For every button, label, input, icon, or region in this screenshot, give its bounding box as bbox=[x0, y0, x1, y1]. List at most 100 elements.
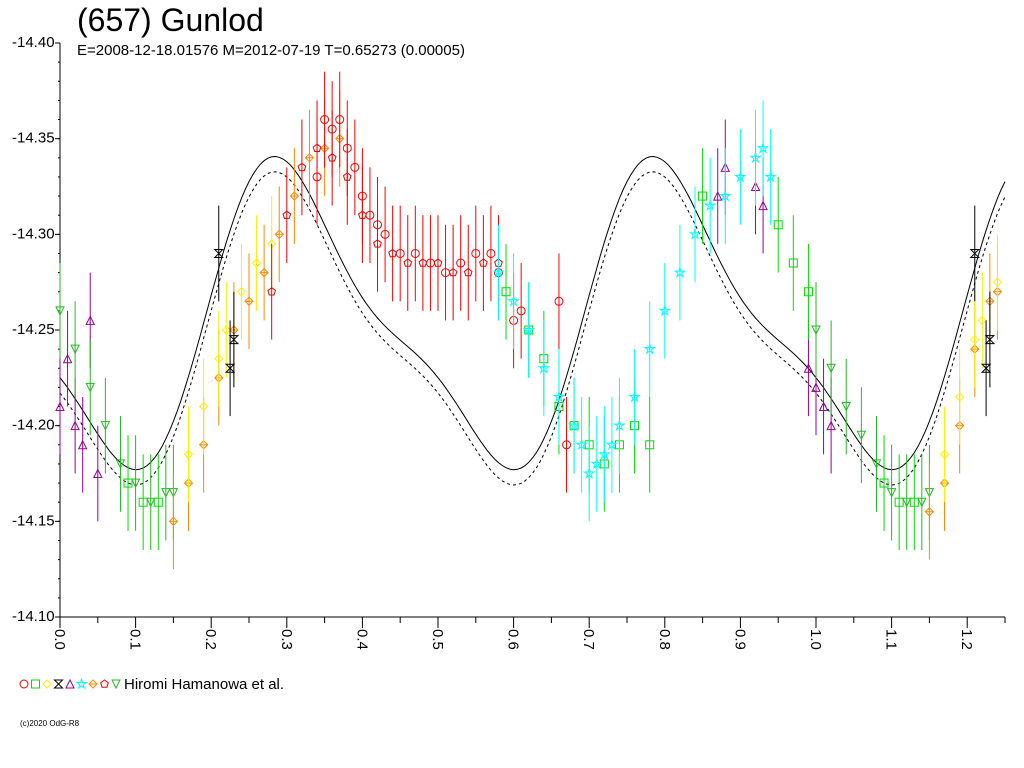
data-point bbox=[213, 248, 224, 258]
data-point bbox=[304, 153, 315, 163]
data-point bbox=[433, 258, 443, 267]
data-point bbox=[567, 418, 581, 432]
data-point bbox=[871, 459, 882, 470]
data-point bbox=[221, 325, 232, 335]
data-point bbox=[501, 287, 511, 297]
data-point bbox=[410, 248, 420, 258]
legend-marker bbox=[75, 677, 88, 690]
data-point bbox=[85, 315, 96, 325]
x-tick-label: 0.0 bbox=[51, 629, 68, 650]
data-point bbox=[575, 438, 588, 451]
data-point bbox=[70, 420, 80, 431]
data-point bbox=[471, 248, 481, 258]
data-point bbox=[274, 229, 284, 240]
x-tick-label: 1.0 bbox=[807, 629, 824, 650]
chart-title: (657) Gunlod bbox=[77, 2, 264, 38]
data-point bbox=[582, 466, 596, 479]
x-tick-label: 0.5 bbox=[429, 629, 446, 650]
data-point bbox=[100, 421, 111, 431]
x-tick-label: 1.1 bbox=[883, 629, 900, 650]
data-points bbox=[55, 71, 1003, 570]
data-point bbox=[123, 478, 133, 488]
data-point bbox=[297, 162, 307, 172]
fit-curve bbox=[59, 155, 1006, 471]
legend-marker bbox=[53, 679, 64, 689]
data-point bbox=[718, 189, 732, 202]
data-point bbox=[312, 172, 322, 182]
data-point bbox=[320, 115, 330, 125]
data-point bbox=[773, 220, 783, 230]
legend-marker bbox=[42, 679, 52, 689]
y-tick-label: -14.10 bbox=[12, 608, 55, 625]
axes: -14.10 -14.15 -14.20 -14.25 -14.30 -14.35 -14.… bbox=[12, 34, 1006, 650]
data-point bbox=[463, 267, 473, 277]
data-point-outline bbox=[88, 679, 98, 689]
data-point bbox=[289, 191, 300, 201]
legend-marker bbox=[100, 679, 109, 688]
data-point bbox=[516, 306, 526, 316]
x-tick-label: 0.2 bbox=[202, 629, 219, 650]
legend-markers bbox=[19, 677, 121, 690]
data-point bbox=[698, 191, 708, 201]
data-point bbox=[85, 382, 96, 393]
legend-marker bbox=[19, 679, 29, 689]
x-tick-label: 0.1 bbox=[127, 629, 144, 650]
data-point bbox=[388, 248, 397, 258]
series bbox=[213, 205, 996, 417]
data-point bbox=[115, 459, 126, 470]
data-point bbox=[479, 258, 488, 267]
data-point bbox=[130, 478, 141, 489]
data-point bbox=[183, 449, 194, 460]
data-point bbox=[703, 198, 717, 212]
data-point-outline bbox=[289, 191, 300, 201]
data-point bbox=[901, 497, 912, 508]
data-point bbox=[886, 488, 897, 498]
data-point bbox=[645, 440, 655, 450]
data-point bbox=[441, 268, 451, 278]
data-point bbox=[70, 344, 80, 355]
data-point bbox=[954, 392, 965, 402]
data-point bbox=[327, 124, 337, 134]
legend: Hiromi Hamanowa et al. bbox=[18, 675, 284, 693]
data-point-outline bbox=[924, 507, 935, 517]
data-point bbox=[552, 390, 566, 403]
data-point bbox=[826, 420, 836, 431]
data-point bbox=[425, 258, 435, 268]
data-point bbox=[224, 363, 236, 373]
data-point bbox=[788, 258, 798, 268]
data-point bbox=[395, 248, 405, 258]
data-point bbox=[803, 287, 813, 297]
data-point bbox=[244, 296, 254, 307]
data-point bbox=[894, 497, 904, 507]
series bbox=[492, 100, 778, 522]
data-point-outline bbox=[168, 516, 179, 527]
data-point bbox=[970, 334, 980, 345]
data-point bbox=[856, 430, 867, 441]
data-point bbox=[590, 457, 604, 470]
y-tick-label: -14.20 bbox=[12, 417, 55, 434]
data-point bbox=[980, 363, 992, 373]
data-point bbox=[492, 265, 505, 279]
data-point bbox=[764, 170, 778, 183]
data-point bbox=[939, 449, 950, 460]
series bbox=[55, 263, 935, 551]
data-point bbox=[712, 190, 723, 201]
legend-label: Hiromi Hamanowa et al. bbox=[124, 675, 285, 693]
legend-marker bbox=[111, 679, 121, 690]
data-point bbox=[350, 162, 360, 172]
data-point-outline bbox=[274, 229, 284, 240]
data-point bbox=[749, 151, 762, 164]
data-point bbox=[380, 229, 390, 239]
data-point bbox=[811, 325, 821, 336]
data-point bbox=[924, 507, 935, 517]
y-tick-label: -14.25 bbox=[12, 321, 55, 338]
data-point bbox=[673, 265, 687, 279]
data-point bbox=[365, 210, 375, 220]
data-point bbox=[251, 258, 262, 268]
data-point bbox=[236, 287, 247, 297]
data-point bbox=[628, 390, 641, 403]
data-point bbox=[55, 401, 65, 412]
legend-marker bbox=[65, 678, 75, 689]
data-point bbox=[448, 267, 458, 277]
data-point bbox=[357, 191, 367, 201]
